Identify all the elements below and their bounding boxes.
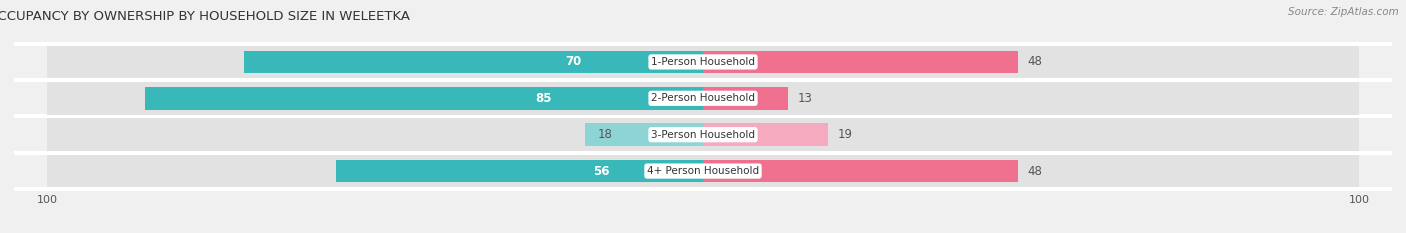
Bar: [46, 46, 703, 78]
Bar: [703, 51, 1018, 73]
Bar: [703, 160, 1018, 182]
Bar: [243, 51, 703, 73]
Text: 1-Person Household: 1-Person Household: [651, 57, 755, 67]
Text: 70: 70: [565, 55, 582, 69]
Text: 4+ Person Household: 4+ Person Household: [647, 166, 759, 176]
Text: 18: 18: [598, 128, 613, 141]
Bar: [703, 82, 1360, 115]
Text: 85: 85: [536, 92, 553, 105]
Text: 13: 13: [799, 92, 813, 105]
Bar: [703, 123, 828, 146]
Bar: [336, 160, 703, 182]
Text: 19: 19: [838, 128, 852, 141]
Bar: [46, 82, 703, 115]
Text: OCCUPANCY BY OWNERSHIP BY HOUSEHOLD SIZE IN WELEETKA: OCCUPANCY BY OWNERSHIP BY HOUSEHOLD SIZE…: [0, 10, 409, 23]
Bar: [585, 123, 703, 146]
Bar: [46, 118, 703, 151]
Bar: [145, 87, 703, 110]
Bar: [703, 118, 1360, 151]
Bar: [703, 46, 1360, 78]
Text: 2-Person Household: 2-Person Household: [651, 93, 755, 103]
Text: 56: 56: [593, 164, 609, 178]
Bar: [703, 87, 789, 110]
Text: Source: ZipAtlas.com: Source: ZipAtlas.com: [1288, 7, 1399, 17]
Text: 48: 48: [1028, 164, 1043, 178]
Bar: [46, 155, 703, 187]
Text: 48: 48: [1028, 55, 1043, 69]
Bar: [703, 155, 1360, 187]
Text: 3-Person Household: 3-Person Household: [651, 130, 755, 140]
